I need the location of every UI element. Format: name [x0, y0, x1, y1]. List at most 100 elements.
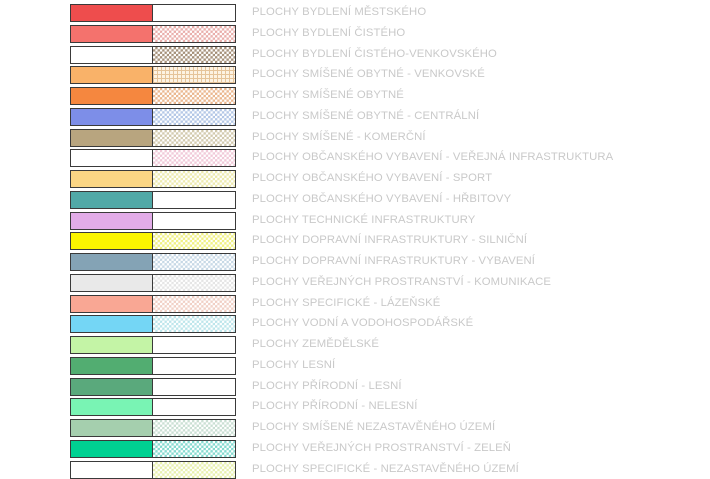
checker-pattern-fill: [153, 274, 235, 291]
legend-swatch-solid: [71, 212, 153, 229]
legend-row: PLOCHY VEŘEJNÝCH PROSTRANSTVÍ - KOMUNIKA…: [70, 273, 690, 292]
legend-swatch-pair: [70, 4, 236, 22]
legend-row: PLOCHY BYDLENÍ MĚSTSKÉHO: [70, 4, 690, 22]
legend-swatch-pair: [70, 336, 236, 354]
legend-swatch-solid: [71, 88, 153, 104]
map-legend: PLOCHY BYDLENÍ MĚSTSKÉHO PLOCHY BYDLENÍ Č…: [70, 4, 690, 479]
checker-pattern-fill: [153, 440, 235, 457]
checker-pattern-fill: [153, 461, 235, 478]
legend-row-label: PLOCHY SMÍŠENÉ OBYTNÉ: [252, 89, 404, 101]
legend-swatch-pair: [70, 356, 236, 375]
checker-pattern-fill: [153, 295, 235, 312]
legend-swatch-pair: [70, 107, 236, 126]
legend-row: PLOCHY SMÍŠENÉ - KOMERČNÍ: [70, 128, 690, 147]
legend-row: PLOCHY OBČANSKÉHO VYBAVENÍ - VEŘEJNÁ INF…: [70, 149, 690, 168]
grid-pattern-fill: [153, 67, 235, 84]
legend-row: PLOCHY DOPRAVNÍ INFRASTRUKTURY - VYBAVEN…: [70, 253, 690, 271]
legend-row-label: PLOCHY SMÍŠENÉ NEZASTAVĚNÉHO ÚZEMÍ: [252, 421, 496, 433]
legend-swatch-hatch: [153, 88, 235, 104]
legend-row: PLOCHY PŘÍRODNÍ - NELESNÍ: [70, 398, 690, 417]
legend-swatch-solid: [71, 316, 153, 333]
legend-row-label: PLOCHY PŘÍRODNÍ - LESNÍ: [252, 379, 402, 392]
legend-swatch-solid: [71, 254, 153, 270]
legend-swatch-solid: [71, 67, 153, 84]
legend-swatch-pair: [70, 294, 236, 313]
legend-row: PLOCHY VEŘEJNÝCH PROSTRANSTVÍ - ZELEŇ: [70, 439, 690, 458]
legend-row: PLOCHY SMÍŠENÉ NEZASTAVĚNÉHO ÚZEMÍ: [70, 419, 690, 437]
legend-row-label: PLOCHY OBČANSKÉHO VYBAVENÍ - VEŘEJNÁ INF…: [252, 151, 614, 164]
legend-swatch-pair: [70, 460, 236, 479]
legend-row-label: PLOCHY TECHNICKÉ INFRASTRUKTURY: [252, 213, 476, 226]
legend-row-label: PLOCHY LESNÍ: [252, 358, 336, 371]
legend-swatch-solid: [71, 399, 153, 416]
legend-swatch-solid: [71, 357, 153, 374]
legend-row: PLOCHY DOPRAVNÍ INFRASTRUKTURY - SILNIČN…: [70, 232, 690, 251]
legend-row-label: PLOCHY VODNÍ A VODOHOSPODÁŘSKÉ: [252, 317, 474, 330]
checker-pattern-fill: [153, 108, 235, 125]
legend-swatch-solid: [71, 274, 153, 291]
legend-swatch-hatch: [153, 440, 235, 457]
legend-swatch-hatch: [153, 274, 235, 291]
legend-swatch-pair: [70, 66, 236, 85]
legend-row-label: PLOCHY OBČANSKÉHO VYBAVENÍ - HŘBITOVY: [252, 192, 512, 205]
legend-swatch-solid: [71, 108, 153, 125]
legend-row: PLOCHY BYDLENÍ ČISTÉHO: [70, 24, 690, 43]
legend-swatch-solid: [71, 150, 153, 167]
legend-swatch-hatch: [153, 129, 235, 146]
checker-pattern-fill: [153, 254, 235, 270]
legend-swatch-hatch: [153, 67, 235, 84]
legend-swatch-pair: [70, 190, 236, 209]
checker-pattern-fill: [153, 171, 235, 187]
legend-swatch-hatch: [153, 378, 235, 395]
checker-pattern-fill: [153, 46, 235, 63]
legend-row-label: PLOCHY OBČANSKÉHO VYBAVENÍ - SPORT: [252, 172, 493, 184]
legend-row-label: PLOCHY BYDLENÍ ČISTÉHO: [252, 26, 406, 39]
legend-swatch-solid: [71, 378, 153, 395]
legend-swatch-hatch: [153, 150, 235, 167]
legend-row: PLOCHY SMÍŠENÉ OBYTNÉ: [70, 87, 690, 105]
legend-row-label: PLOCHY SPECIFICKÉ - NEZASTAVĚNÉHO ÚZEMÍ: [252, 462, 519, 475]
legend-swatch-pair: [70, 315, 236, 334]
legend-swatch-pair: [70, 45, 236, 64]
legend-row: PLOCHY SPECIFICKÉ - NEZASTAVĚNÉHO ÚZEMÍ: [70, 460, 690, 479]
legend-row-label: PLOCHY SMÍŠENÉ OBYTNÉ - CENTRÁLNÍ: [252, 109, 480, 122]
checker-pattern-fill: [153, 88, 235, 104]
legend-swatch-solid: [71, 420, 153, 436]
legend-swatch-hatch: [153, 46, 235, 63]
legend-swatch-hatch: [153, 461, 235, 478]
legend-swatch-pair: [70, 232, 236, 251]
legend-swatch-hatch: [153, 399, 235, 416]
legend-row-label: PLOCHY DOPRAVNÍ INFRASTRUKTURY - VYBAVEN…: [252, 255, 536, 267]
legend-row: PLOCHY TECHNICKÉ INFRASTRUKTURY: [70, 211, 690, 230]
legend-row-label: PLOCHY BYDLENÍ MĚSTSKÉHO: [252, 6, 427, 18]
legend-row: PLOCHY LESNÍ: [70, 356, 690, 375]
legend-swatch-hatch: [153, 295, 235, 312]
checker-pattern-fill: [153, 25, 235, 42]
checker-pattern-fill: [153, 316, 235, 333]
legend-row-label: PLOCHY VEŘEJNÝCH PROSTRANSTVÍ - KOMUNIKA…: [252, 275, 552, 288]
legend-row: PLOCHY PŘÍRODNÍ - LESNÍ: [70, 377, 690, 396]
legend-swatch-solid: [71, 129, 153, 146]
legend-swatch-hatch: [153, 5, 235, 21]
legend-swatch-solid: [71, 337, 153, 353]
legend-swatch-solid: [71, 25, 153, 42]
legend-swatch-solid: [71, 191, 153, 208]
legend-swatch-solid: [71, 5, 153, 21]
checker-pattern-fill: [153, 233, 235, 250]
legend-swatch-solid: [71, 233, 153, 250]
checker-pattern-fill: [153, 129, 235, 146]
legend-swatch-pair: [70, 419, 236, 437]
legend-swatch-solid: [71, 171, 153, 187]
checker-pattern-fill: [153, 150, 235, 167]
legend-row: PLOCHY SMÍŠENÉ OBYTNÉ - CENTRÁLNÍ: [70, 107, 690, 126]
legend-row-label: PLOCHY VEŘEJNÝCH PROSTRANSTVÍ - ZELEŇ: [252, 441, 511, 454]
legend-swatch-hatch: [153, 420, 235, 436]
legend-swatch-pair: [70, 398, 236, 417]
legend-swatch-solid: [71, 295, 153, 312]
legend-swatch-pair: [70, 273, 236, 292]
legend-row-label: PLOCHY SMÍŠENÉ OBYTNÉ - VENKOVSKÉ: [252, 68, 485, 81]
legend-row: PLOCHY BYDLENÍ ČISTÉHO-VENKOVSKÉHO: [70, 45, 690, 64]
legend-swatch-pair: [70, 149, 236, 168]
legend-swatch-hatch: [153, 108, 235, 125]
legend-swatch-solid: [71, 46, 153, 63]
